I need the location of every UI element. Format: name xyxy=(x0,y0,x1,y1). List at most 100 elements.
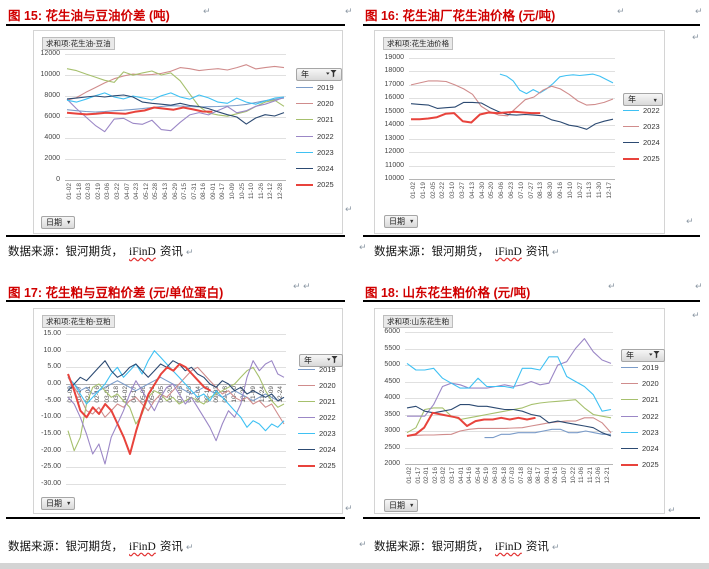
figure-15-title: 图 15: 花生油与豆油价差 (吨) xyxy=(8,9,170,23)
legend-label: 2019 xyxy=(319,365,336,374)
legend-swatch xyxy=(296,168,313,169)
y-gridline xyxy=(65,138,286,139)
y-gridline xyxy=(405,348,613,350)
figure-16-title: 图 16: 花生油厂花生油价格 (元/吨) xyxy=(365,9,556,23)
paragraph-mark: ↵ xyxy=(692,311,700,321)
x-tick-label: 04-23 xyxy=(133,183,141,200)
filter-funnel-icon xyxy=(327,355,338,366)
series-line-2023 xyxy=(406,356,612,412)
pivot-value-label: 求和项:花生油-豆油 xyxy=(42,37,115,50)
date-field-label: 日期 xyxy=(389,217,405,226)
y-gridline xyxy=(66,417,286,419)
x-tick-label: 06-18 xyxy=(500,467,508,484)
source-suffix: 资讯 xyxy=(525,541,549,553)
x-axis-line xyxy=(409,179,615,180)
y-tick-label: -20.00 xyxy=(41,446,61,454)
y-tick-label: 12000 xyxy=(40,50,60,57)
y-tick-label: 15.00 xyxy=(43,330,61,337)
date-field-button[interactable]: 日期 ▼ xyxy=(384,215,418,228)
y-gridline xyxy=(409,138,615,140)
figure-17-cell: 图 17: 花生粕与豆粕价差 (元/单位蛋白) 求和项:花生粕-豆粕 -30.00… xyxy=(0,278,357,569)
paragraph-mark: ↵ xyxy=(359,540,367,550)
y-gridline xyxy=(405,365,613,366)
y-gridline xyxy=(409,84,615,86)
y-tick-label: 15000 xyxy=(384,107,404,115)
x-tick-label: 04-13 xyxy=(468,182,476,199)
legend-label: 2023 xyxy=(642,427,659,437)
series-line-2024 xyxy=(410,101,614,130)
legend-field-button[interactable]: 年 xyxy=(296,68,342,81)
legend-entry: 2019 xyxy=(298,365,336,374)
x-tick-label: 02-19 xyxy=(94,183,102,200)
x-tick-label: 01-19 xyxy=(419,182,427,199)
y-tick-label: 2000 xyxy=(384,460,400,467)
x-tick-label: 03-17 xyxy=(449,467,457,484)
y-tick-label: 4500 xyxy=(384,377,400,385)
y-tick-label: 13000 xyxy=(384,134,404,142)
legend-field-button[interactable]: 年 ▼ xyxy=(623,93,663,106)
x-tick-label: 02-16 xyxy=(431,467,439,484)
legend-swatch xyxy=(296,183,313,186)
legend-label: 2021 xyxy=(319,397,336,406)
y-tick-label: 10000 xyxy=(384,175,404,182)
legend-field-button[interactable]: 年 xyxy=(299,354,343,367)
chevron-down-icon: ▼ xyxy=(409,218,415,225)
series-line-2025 xyxy=(411,110,541,124)
legend-label: 2023 xyxy=(643,122,660,131)
legend-entry: 2024 xyxy=(298,445,336,454)
legend-entry: 2022 xyxy=(623,106,660,115)
y-tick-label: 17000 xyxy=(384,80,404,88)
series-lines xyxy=(67,350,285,465)
legend-label: 2023 xyxy=(319,429,336,438)
x-tick-label: 12-21 xyxy=(604,467,611,484)
x-tick-label: 04-16 xyxy=(466,467,474,484)
legend-swatch xyxy=(621,431,638,433)
x-tick-label: 02-01 xyxy=(423,467,431,484)
legend-field-label: 年 xyxy=(301,70,309,79)
legend-swatch xyxy=(621,367,638,368)
y-tick-label: 16000 xyxy=(384,94,404,102)
x-tick-label: 06-03 xyxy=(492,467,500,484)
legend-field-button[interactable]: 年 xyxy=(621,349,665,362)
legend-entry: 2023 xyxy=(296,148,334,157)
legend-label: 2020 xyxy=(317,99,334,109)
source-spellcheck-word: iFinD xyxy=(129,246,156,258)
legend-label: 2022 xyxy=(317,131,334,141)
paragraph-mark: ↵ xyxy=(692,33,700,43)
y-tick-label: 10000 xyxy=(40,71,60,78)
date-field-button[interactable]: 日期 ▼ xyxy=(384,499,418,512)
legend-swatch xyxy=(621,383,638,385)
y-tick-label: -25.00 xyxy=(41,463,61,471)
legend-label: 2023 xyxy=(317,147,334,157)
paragraph-mark: ↵ xyxy=(617,7,625,17)
x-tick-label: 08-13 xyxy=(537,182,545,199)
x-tick-label: 02-22 xyxy=(439,182,447,199)
date-field-button[interactable]: 日期 ▼ xyxy=(41,497,75,510)
date-field-label: 日期 xyxy=(46,218,62,227)
x-tick-label: 02-03 xyxy=(85,183,93,200)
figure-16-cell: 图 16: 花生油厂花生油价格 (元/吨) 求和项:花生油价格 10000 1100… xyxy=(357,0,709,278)
y-tick-label: -30.00 xyxy=(41,480,61,487)
series-line-2019 xyxy=(484,428,611,439)
date-field-button[interactable]: 日期 ▼ xyxy=(41,216,75,229)
legend-swatch xyxy=(298,369,315,370)
paragraph-mark: ↵ xyxy=(686,217,694,227)
pivot-value-label: 求和项:花生粕-豆粕 xyxy=(42,315,115,328)
x-tick-label: 10-07 xyxy=(560,467,568,484)
chevron-down-icon: ▼ xyxy=(66,219,72,226)
x-tick-label: 09-16 xyxy=(557,182,564,199)
title-rule xyxy=(363,300,700,302)
y-gridline xyxy=(66,450,286,452)
y-gridline xyxy=(66,467,286,469)
y-tick-label: 2000 xyxy=(44,155,60,162)
x-tick-label: 10-22 xyxy=(569,467,577,484)
filter-funnel-icon xyxy=(326,69,337,80)
legend-label: 2021 xyxy=(642,395,659,405)
x-tick-label: 10-27 xyxy=(576,182,584,199)
series-line-2021 xyxy=(406,399,612,434)
chart-fig18: 求和项:山东花生粕 2000 2500 3000 3500 4000 4500 5000 550… xyxy=(374,308,665,514)
series-line-2024 xyxy=(66,94,285,125)
x-tick-label: 07-18 xyxy=(517,467,525,484)
x-tick-label: 10-25 xyxy=(238,183,246,200)
legend-swatch xyxy=(621,448,638,449)
